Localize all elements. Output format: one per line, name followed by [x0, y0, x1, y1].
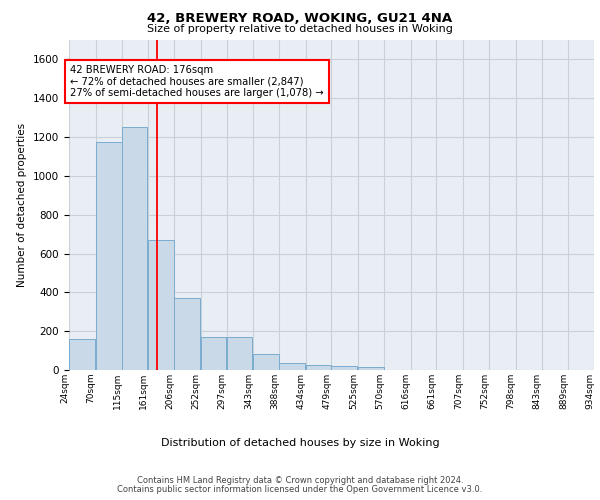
Bar	[121, 128, 148, 370]
Bar	[69, 339, 95, 370]
Bar	[331, 366, 358, 370]
Bar	[358, 367, 384, 370]
Text: Size of property relative to detached houses in Woking: Size of property relative to detached ho…	[147, 24, 453, 34]
Bar	[148, 240, 174, 370]
Text: Distribution of detached houses by size in Woking: Distribution of detached houses by size …	[161, 438, 439, 448]
Text: 42 BREWERY ROAD: 176sqm
← 72% of detached houses are smaller (2,847)
27% of semi: 42 BREWERY ROAD: 176sqm ← 72% of detache…	[70, 65, 324, 98]
Bar	[227, 337, 253, 370]
Bar	[95, 142, 121, 370]
Bar	[200, 337, 227, 370]
Y-axis label: Number of detached properties: Number of detached properties	[17, 123, 28, 287]
Bar	[253, 354, 279, 370]
Bar	[305, 365, 331, 370]
Bar	[174, 298, 200, 370]
Text: Contains public sector information licensed under the Open Government Licence v3: Contains public sector information licen…	[118, 484, 482, 494]
Text: Contains HM Land Registry data © Crown copyright and database right 2024.: Contains HM Land Registry data © Crown c…	[137, 476, 463, 485]
Bar	[279, 363, 305, 370]
Text: 42, BREWERY ROAD, WOKING, GU21 4NA: 42, BREWERY ROAD, WOKING, GU21 4NA	[148, 12, 452, 26]
